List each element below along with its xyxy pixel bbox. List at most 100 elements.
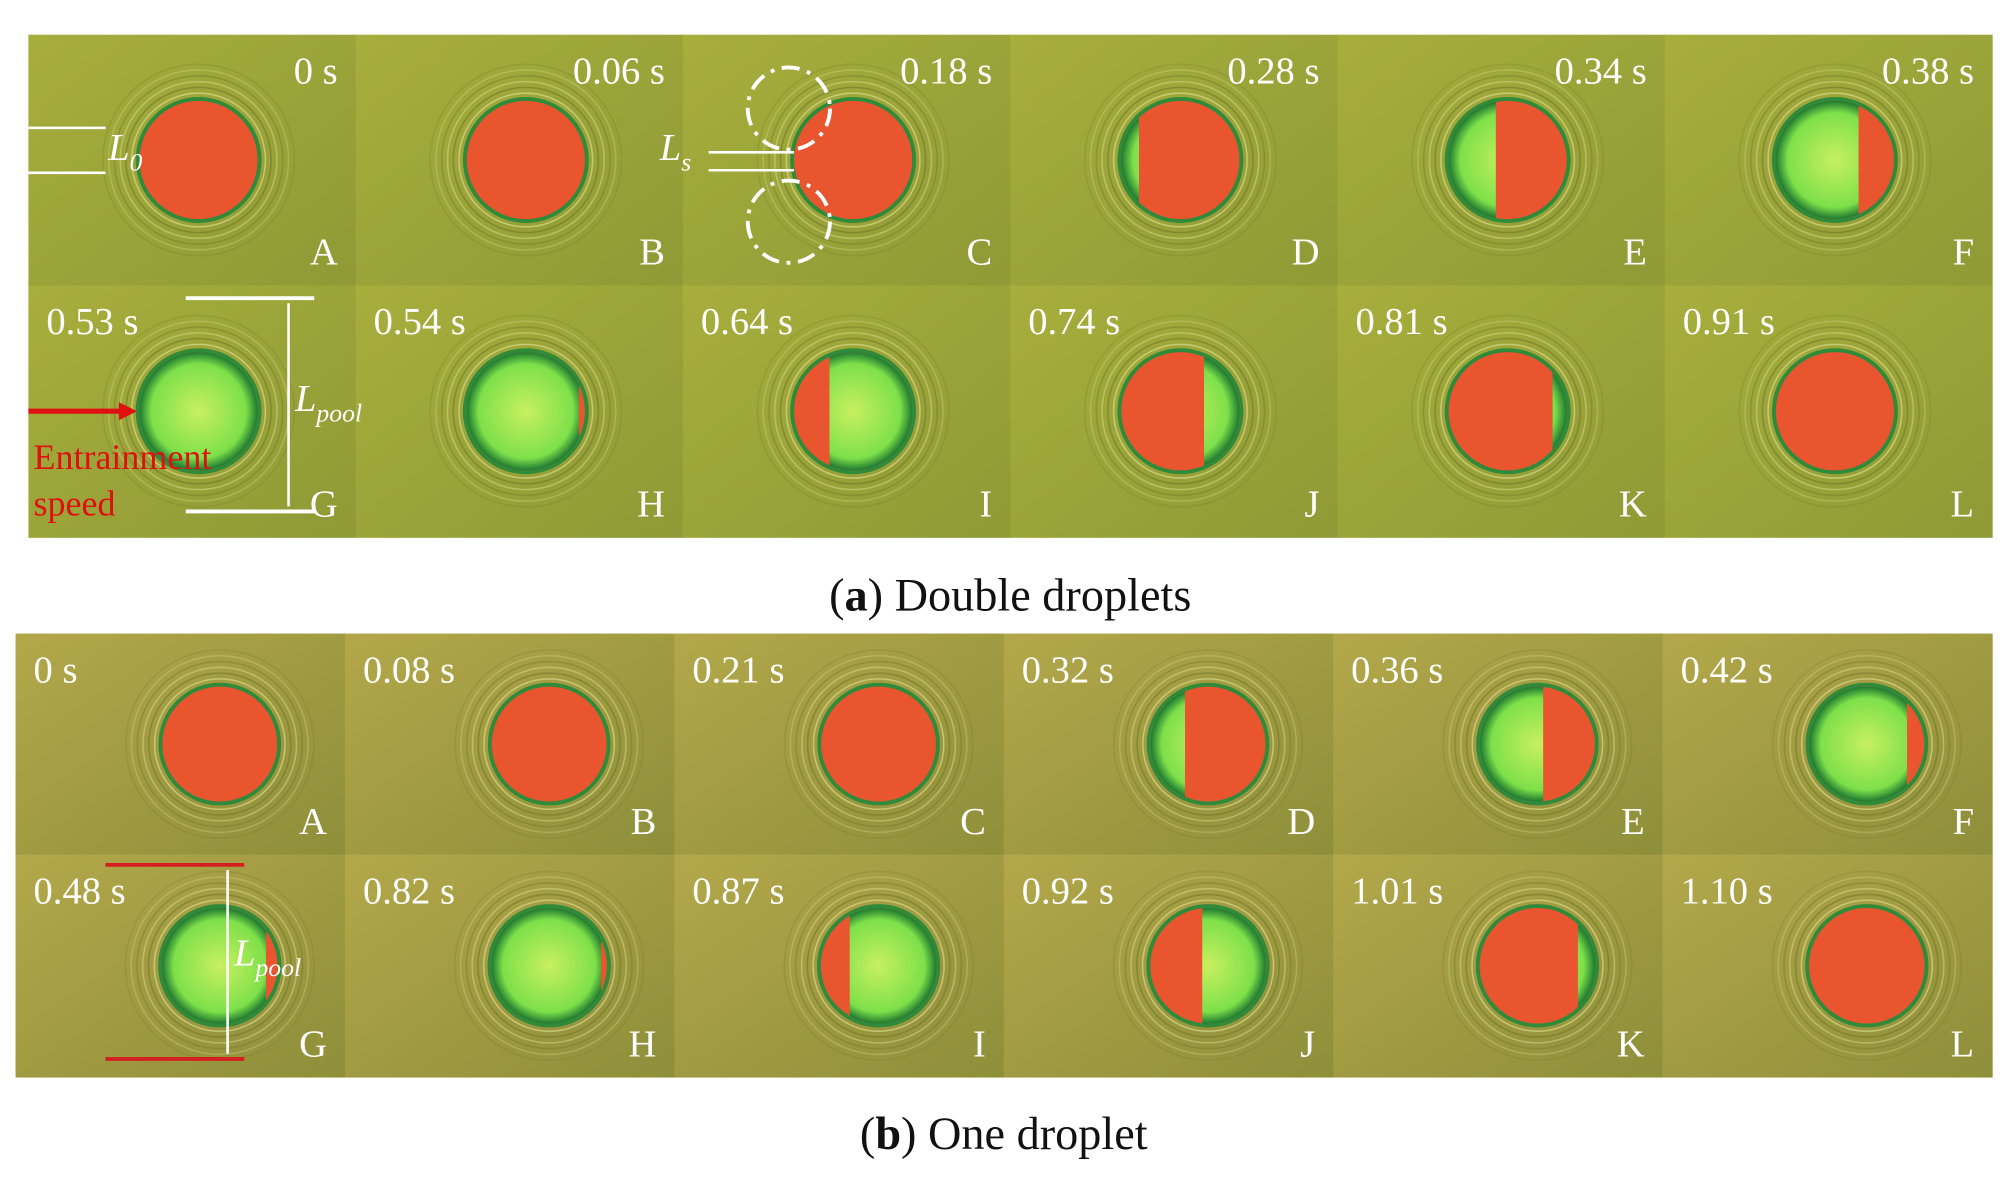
- ring: [756, 314, 950, 508]
- image-panel: 0.28 s D: [1010, 34, 1339, 286]
- ring: [1118, 654, 1298, 834]
- droplet: [162, 686, 278, 802]
- green-region: [161, 907, 267, 1024]
- ring: [1794, 893, 1939, 1038]
- ring: [789, 876, 969, 1056]
- ring: [446, 80, 606, 240]
- image-panel: 0.38 s F: [1664, 34, 1993, 286]
- time-label: 0.92 s: [1022, 870, 1114, 912]
- ring: [1459, 887, 1616, 1044]
- ring: [458, 92, 594, 228]
- image-panel: 0.87 s I: [674, 854, 1005, 1078]
- ring: [1112, 92, 1248, 228]
- ring: [153, 899, 287, 1033]
- droplet: [1809, 907, 1925, 1024]
- droplet: [466, 100, 585, 220]
- ring: [794, 882, 963, 1050]
- ring: [1428, 80, 1587, 240]
- ring: [783, 649, 974, 839]
- ring: [1465, 893, 1610, 1038]
- ring: [1471, 678, 1604, 811]
- ring: [1738, 314, 1932, 508]
- droplet: [491, 686, 607, 802]
- droplet: [1121, 100, 1240, 220]
- ring: [446, 332, 606, 491]
- time-label: 1.10 s: [1681, 870, 1773, 912]
- time-label: 0 s: [34, 649, 78, 691]
- droplet: [1479, 907, 1596, 1024]
- green-region: [1775, 100, 1859, 220]
- ring: [435, 69, 617, 251]
- time-label: 0.74 s: [1028, 301, 1120, 343]
- figure-panel-group: 0 sA0.08 sB0.21 sC0.32 sD0.36 sE0.42 sF0…: [15, 633, 1993, 1078]
- label-sub: s: [681, 147, 691, 176]
- ring: [1800, 899, 1934, 1033]
- ring: [148, 672, 292, 816]
- green-region: [1121, 117, 1140, 203]
- droplet: [1775, 352, 1895, 471]
- caption-label: b: [875, 1109, 901, 1160]
- panel-letter: K: [1619, 484, 1647, 526]
- ring: [124, 649, 315, 839]
- ring: [1434, 337, 1582, 485]
- image-panel: 0.06 s B: [355, 34, 684, 286]
- panel-letter: D: [1287, 801, 1315, 843]
- label-sub: 0: [130, 147, 143, 176]
- ring: [113, 75, 284, 245]
- panel-letter: E: [1621, 801, 1645, 843]
- ring: [465, 882, 633, 1050]
- figure-caption: (a) Double droplets: [829, 570, 1191, 621]
- image-panel: 1.01 s K: [1333, 854, 1664, 1078]
- time-label: 0.36 s: [1351, 649, 1443, 691]
- ring: [130, 654, 309, 834]
- caption-open: (: [860, 1109, 875, 1160]
- panel-letter: F: [1953, 801, 1974, 843]
- ring: [1465, 672, 1610, 816]
- speed-label: Entrainment: [34, 437, 212, 477]
- figure-panel-group: 0 sA0.06 sB0.18 sC0.28 sD0.34 sE0.38 sF0…: [28, 34, 1993, 538]
- time-label: 0.32 s: [1022, 649, 1114, 691]
- ring: [1112, 343, 1248, 479]
- ring: [812, 678, 945, 811]
- dashed-circle: [745, 65, 832, 152]
- panel-letter: B: [631, 801, 657, 843]
- speed-label: speed: [34, 483, 116, 523]
- green-region: [139, 352, 258, 471]
- green-region: [1448, 102, 1496, 218]
- ring: [1422, 75, 1593, 245]
- droplet: [821, 686, 937, 802]
- ring: [1112, 870, 1304, 1061]
- time-label: 0.28 s: [1227, 51, 1319, 93]
- image-panel: 0 s A: [28, 34, 357, 286]
- image-panel: 0.08 s B: [344, 633, 676, 856]
- green-region: [491, 907, 602, 1024]
- image-panel: 0.54 s H: [355, 285, 684, 538]
- ring: [482, 899, 616, 1033]
- ring: [1767, 343, 1903, 479]
- ring: [440, 326, 611, 497]
- caption-text: One droplet: [916, 1109, 1147, 1160]
- ring: [1749, 326, 1920, 497]
- time-label: 0.06 s: [573, 51, 665, 93]
- ring: [119, 80, 278, 240]
- ring: [477, 672, 621, 816]
- ring: [1777, 654, 1956, 834]
- ring: [453, 870, 645, 1061]
- image-panel: 0.32 s D: [1003, 633, 1334, 856]
- green-region: [1150, 691, 1186, 797]
- ring: [1755, 80, 1915, 240]
- panel-letter: L: [1950, 1023, 1974, 1065]
- ring: [465, 660, 633, 828]
- image-panel: 0.92 s J: [1003, 854, 1334, 1078]
- ring: [1422, 326, 1593, 497]
- ring: [102, 63, 296, 257]
- green-region: [1479, 686, 1544, 802]
- caption-text: Double droplets: [883, 570, 1191, 621]
- time-label: 0.42 s: [1681, 649, 1773, 691]
- image-panel: 0.48 s G: [15, 854, 346, 1078]
- ring: [1471, 899, 1604, 1033]
- green-region: [829, 352, 913, 471]
- panel-letter: B: [639, 232, 665, 274]
- time-label: 0.64 s: [701, 301, 793, 343]
- ring: [136, 660, 304, 828]
